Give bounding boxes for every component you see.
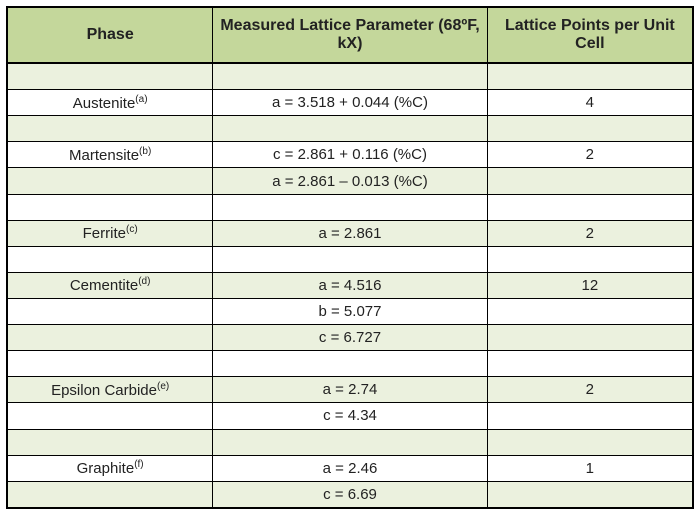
cell-empty [487,351,693,377]
table-row: Martensite(b)c = 2.861 + 0.116 (%C)2 [7,142,693,168]
header-param: Measured Lattice Parameter (68ºF, kX) [213,7,487,63]
cell-phase: Martensite(b) [7,142,213,168]
cell-phase: Cementite(d) [7,272,213,298]
cell-points [487,403,693,429]
phase-footnote: (a) [135,94,147,105]
cell-empty [213,351,487,377]
table-row: c = 6.727 [7,325,693,351]
cell-empty [7,429,213,455]
cell-param: a = 2.74 [213,377,487,403]
table-row: a = 2.861 – 0.013 (%C) [7,168,693,194]
cell-empty [213,429,487,455]
cell-param: a = 3.518 + 0.044 (%C) [213,90,487,116]
cell-points [487,325,693,351]
table-row: Ferrite(c)a = 2.8612 [7,220,693,246]
phase-footnote: (d) [138,276,150,287]
lattice-table: Phase Measured Lattice Parameter (68ºF, … [6,6,694,509]
table-row: Cementite(d)a = 4.51612 [7,272,693,298]
cell-param: b = 5.077 [213,299,487,325]
cell-phase [7,325,213,351]
cell-empty [7,116,213,142]
cell-phase: Ferrite(c) [7,220,213,246]
phase-label: Austenite [73,95,136,112]
cell-param: c = 6.69 [213,481,487,508]
phase-footnote: (e) [157,381,169,392]
table-row [7,429,693,455]
cell-param: c = 2.861 + 0.116 (%C) [213,142,487,168]
phase-label: Graphite [77,460,135,477]
cell-points: 1 [487,455,693,481]
cell-empty [487,246,693,272]
table-row: Graphite(f)a = 2.461 [7,455,693,481]
table-row: c = 4.34 [7,403,693,429]
cell-empty [213,194,487,220]
cell-empty [213,246,487,272]
cell-empty [213,116,487,142]
header-points: Lattice Points per Unit Cell [487,7,693,63]
cell-phase: Epsilon Carbide(e) [7,377,213,403]
cell-param: a = 2.861 – 0.013 (%C) [213,168,487,194]
cell-points [487,481,693,508]
cell-empty [7,63,213,90]
table-row [7,63,693,90]
cell-phase [7,168,213,194]
phase-label: Ferrite [83,225,126,242]
cell-points: 2 [487,220,693,246]
cell-param: c = 6.727 [213,325,487,351]
table-row: b = 5.077 [7,299,693,325]
cell-points: 12 [487,272,693,298]
cell-empty [7,194,213,220]
cell-points: 2 [487,377,693,403]
cell-param: a = 2.861 [213,220,487,246]
table-row: c = 6.69 [7,481,693,508]
phase-footnote: (c) [126,224,138,235]
table-row [7,194,693,220]
phase-label: Martensite [69,147,139,164]
cell-phase [7,299,213,325]
cell-param: c = 4.34 [213,403,487,429]
cell-empty [7,351,213,377]
phase-label: Epsilon Carbide [51,382,157,399]
table-row [7,116,693,142]
table-row [7,351,693,377]
cell-empty [487,63,693,90]
cell-empty [487,116,693,142]
cell-empty [7,246,213,272]
cell-points: 2 [487,142,693,168]
cell-empty [487,194,693,220]
cell-points [487,168,693,194]
cell-param: a = 4.516 [213,272,487,298]
header-phase: Phase [7,7,213,63]
cell-points: 4 [487,90,693,116]
cell-phase: Graphite(f) [7,455,213,481]
phase-label: Cementite [70,277,138,294]
table-row: Epsilon Carbide(e)a = 2.742 [7,377,693,403]
cell-points [487,299,693,325]
cell-param: a = 2.46 [213,455,487,481]
cell-empty [487,429,693,455]
cell-phase [7,481,213,508]
table-row: Austenite(a)a = 3.518 + 0.044 (%C)4 [7,90,693,116]
cell-phase [7,403,213,429]
cell-phase: Austenite(a) [7,90,213,116]
phase-footnote: (b) [139,146,151,157]
cell-empty [213,63,487,90]
table-row [7,246,693,272]
header-row: Phase Measured Lattice Parameter (68ºF, … [7,7,693,63]
phase-footnote: (f) [134,459,143,470]
